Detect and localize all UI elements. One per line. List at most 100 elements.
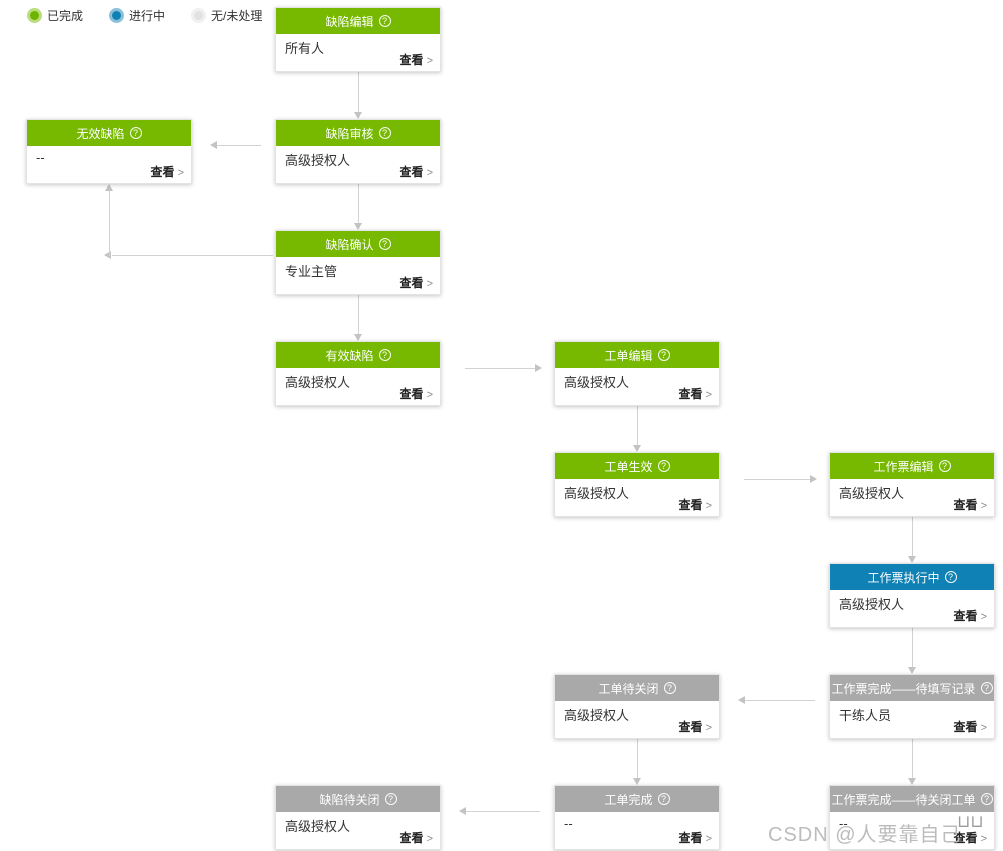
- connector-workorder-effective-ticket-edit-arrowhead: [810, 475, 817, 483]
- node-title: 缺陷审核: [325, 126, 374, 141]
- view-link[interactable]: 查看 >: [954, 496, 987, 513]
- node-ticket-executing: 工作票执行中? 高级授权人 查看 >: [829, 563, 995, 628]
- legend-item-in-progress: 进行中: [109, 7, 165, 24]
- node-assignee: 专业主管: [285, 264, 338, 279]
- chevron-right-icon: >: [980, 722, 987, 734]
- connector-defect-confirm-invalid-defect-horizontal: [112, 255, 273, 256]
- connector-ticket-executing-ticket-complete-record-arrowhead: [908, 667, 916, 674]
- help-icon[interactable]: ?: [378, 127, 391, 139]
- help-icon[interactable]: ?: [663, 682, 676, 694]
- node-body: 高级授权人查看 >: [276, 812, 440, 849]
- node-header: 有效缺陷?: [276, 342, 440, 368]
- help-icon[interactable]: ?: [384, 793, 397, 805]
- node-header: 工作票完成——待填写记录?: [830, 675, 994, 701]
- view-link[interactable]: 查看 >: [400, 51, 433, 68]
- view-link[interactable]: 查看 >: [679, 496, 712, 513]
- node-workorder-edit: 工单编辑? 高级授权人 查看 >: [554, 341, 720, 406]
- node-header: 缺陷编辑?: [276, 8, 440, 34]
- node-body: 高级授权人 查看 >: [555, 368, 719, 405]
- connector-defect-confirm-invalid-defect-up-arrowhead: [105, 184, 113, 191]
- connector-defect-review-defect-confirm-arrowhead: [354, 223, 362, 230]
- status-legend: 已完成 进行中 无/未处理: [27, 7, 262, 24]
- chevron-right-icon: >: [705, 500, 712, 512]
- chevron-right-icon: >: [980, 500, 987, 512]
- chevron-right-icon: >: [705, 722, 712, 734]
- connector-workorder-complete-defect-pending-close: [466, 811, 540, 812]
- view-link[interactable]: 查看 >: [151, 163, 184, 180]
- view-link[interactable]: 查看 >: [954, 829, 987, 846]
- node-body: -- 查看 >: [555, 812, 719, 849]
- help-icon[interactable]: ?: [378, 349, 391, 361]
- help-icon[interactable]: ?: [378, 238, 391, 250]
- node-header: 缺陷审核?: [276, 120, 440, 146]
- legend-item-completed: 已完成: [27, 7, 83, 24]
- node-assignee: 干练人员: [839, 708, 892, 723]
- node-header: 工作票编辑?: [830, 453, 994, 479]
- connector-ticket-complete-record-workorder-pending-close: [745, 700, 815, 701]
- node-ticket-complete-close: 工作票完成——待关闭工单? -- 查看 >: [829, 785, 995, 850]
- view-label: 查看: [678, 387, 703, 401]
- help-icon[interactable]: ?: [657, 793, 670, 805]
- node-defect-edit: 缺陷编辑? 所有人 查看 >: [275, 7, 441, 72]
- view-label: 查看: [953, 498, 978, 512]
- node-invalid-defect: 无效缺陷? -- 查看 >: [26, 119, 192, 184]
- node-body: 高级授权人 查看 >: [555, 479, 719, 516]
- view-label: 查看: [399, 831, 424, 845]
- view-link[interactable]: 查看 >: [400, 829, 433, 846]
- node-defect-confirm: 缺陷确认? 专业主管 查看 >: [275, 230, 441, 295]
- node-assignee: 高级授权人: [564, 708, 630, 723]
- view-link[interactable]: 查看 >: [679, 829, 712, 846]
- pending-status-dot-icon: [194, 11, 204, 20]
- help-icon[interactable]: ?: [378, 15, 391, 27]
- chevron-right-icon: >: [426, 55, 433, 67]
- connector-defect-confirm-invalid-defect-left-arrowhead: [104, 251, 111, 259]
- node-assignee: --: [36, 150, 45, 165]
- node-body: 高级授权人 查看 >: [830, 590, 994, 627]
- chevron-right-icon: >: [426, 389, 433, 401]
- node-assignee: 高级授权人: [285, 375, 351, 390]
- view-link[interactable]: 查看 >: [679, 718, 712, 735]
- view-link[interactable]: 查看 >: [400, 385, 433, 402]
- node-body: 干练人员查看 >: [830, 701, 994, 738]
- csdn-watermark: CSDN @人要靠自己: [768, 824, 962, 846]
- help-icon[interactable]: ?: [129, 127, 142, 139]
- view-link[interactable]: 查看 >: [954, 607, 987, 624]
- view-link[interactable]: 查看 >: [679, 385, 712, 402]
- legend-label: 进行中: [129, 9, 166, 23]
- node-title: 无效缺陷: [76, 126, 125, 141]
- connector-workorder-effective-ticket-edit: [744, 479, 810, 480]
- help-icon[interactable]: ?: [944, 571, 957, 583]
- node-header: 无效缺陷?: [27, 120, 191, 146]
- help-icon[interactable]: ?: [980, 793, 993, 805]
- chevron-right-icon: >: [426, 833, 433, 845]
- node-assignee: 高级授权人: [285, 819, 351, 834]
- connector-defect-review-invalid-defect-arrowhead: [210, 141, 217, 149]
- node-title: 工作票完成——待填写记录: [831, 681, 976, 696]
- node-ticket-complete-record: 工作票完成——待填写记录? 干练人员 查看 >: [829, 674, 995, 739]
- chevron-right-icon: >: [705, 833, 712, 845]
- help-icon[interactable]: ?: [938, 460, 951, 472]
- node-workorder-complete: 工单完成? -- 查看 >: [554, 785, 720, 850]
- connector-workorder-edit-workorder-effective-arrowhead: [633, 445, 641, 452]
- view-link[interactable]: 查看 >: [400, 163, 433, 180]
- node-assignee: 高级授权人: [839, 486, 905, 501]
- help-icon[interactable]: ?: [980, 682, 993, 694]
- help-icon[interactable]: ?: [657, 349, 670, 361]
- legend-label: 已完成: [47, 9, 84, 23]
- help-icon[interactable]: ?: [657, 460, 670, 472]
- view-label: 查看: [678, 831, 703, 845]
- connector-defect-edit-defect-review: [358, 72, 359, 112]
- view-label: 查看: [953, 720, 978, 734]
- connector-defect-edit-defect-review-arrowhead: [354, 112, 362, 119]
- connector-defect-confirm-valid-defect-arrowhead: [354, 334, 362, 341]
- view-link[interactable]: 查看 >: [400, 274, 433, 291]
- node-body: 所有人 查看 >: [276, 34, 440, 71]
- node-workorder-effective: 工单生效? 高级授权人 查看 >: [554, 452, 720, 517]
- chevron-right-icon: >: [177, 167, 184, 179]
- connector-defect-review-defect-confirm: [358, 184, 359, 223]
- view-link[interactable]: 查看 >: [954, 718, 987, 735]
- node-body: 高级授权人查看 >: [276, 368, 440, 405]
- chevron-right-icon: >: [426, 278, 433, 290]
- view-label: 查看: [399, 165, 424, 179]
- node-assignee: --: [839, 816, 848, 831]
